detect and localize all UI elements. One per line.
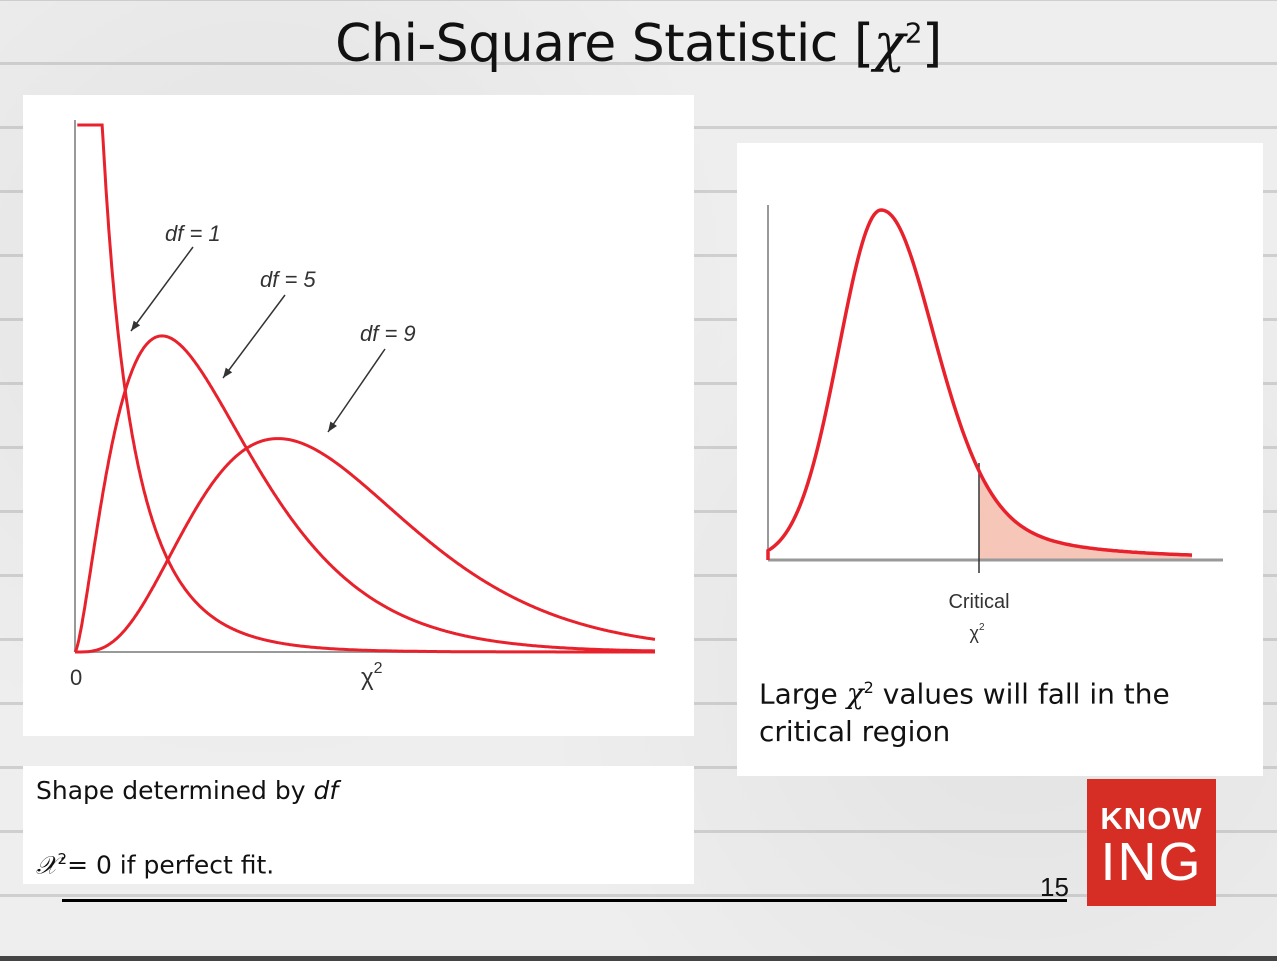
knowing-logo: KNOW ING (1087, 779, 1216, 906)
critical-chi-sup: 2 (979, 622, 985, 633)
df-curve-9 (75, 437, 656, 654)
bottom-band (0, 956, 1277, 961)
notes-panel: Shape determined by df 𝒳2= 0 if perfect … (23, 766, 694, 884)
caption-post: values will fall in the critical region (759, 677, 1170, 749)
df-arrows-group (130, 246, 386, 433)
df-5-arrow (222, 294, 286, 379)
note-line1-df: df (313, 776, 339, 805)
df-curve-1 (77, 123, 655, 654)
chi-square-df-chart: 0 χ2 df = 1 df = 5 df = 9 (70, 120, 656, 691)
df-curves-group (73, 123, 656, 654)
df-5-label: df = 5 (260, 267, 316, 292)
x-axis-chi: χ (361, 664, 374, 691)
note-perfect-fit: 𝒳2= 0 if perfect fit. (36, 850, 274, 880)
critical-region-chart-panel: Critical χ2 Large 𝜒2 values will fall in… (737, 143, 1263, 776)
logo-line1: KNOW (1100, 801, 1203, 836)
critical-chi-label: χ2 (969, 622, 984, 643)
slide-title: Chi-Square Statistic [𝜒2] (0, 14, 1277, 74)
critical-chi: χ (969, 623, 979, 643)
note-line1-text: Shape determined by (36, 776, 314, 805)
df-9-label: df = 9 (360, 321, 416, 346)
note-shape-df: Shape determined by df (36, 776, 338, 805)
note-line2-text: = 0 if perfect fit. (67, 850, 275, 880)
df-1-arrow (130, 246, 194, 332)
title-chi-symbol: 𝜒 (873, 14, 906, 74)
note-chi-sup: 2 (57, 850, 68, 868)
x-axis-sup: 2 (374, 660, 383, 677)
chi-square-df-chart-panel: 0 χ2 df = 1 df = 5 df = 9 (23, 95, 694, 736)
title-end: ] (922, 14, 942, 74)
note-chi-symbol: 𝒳 (36, 850, 58, 880)
page-number: 15 (1040, 872, 1069, 902)
df-1-label: df = 1 (165, 221, 221, 246)
critical-region-chart: Critical χ2 (766, 205, 1223, 643)
x-axis-label: χ2 (361, 660, 383, 691)
logo-line2: ING (1100, 832, 1203, 892)
critical-region-shading (979, 473, 1192, 560)
chi-square-density-curve (766, 208, 1193, 560)
footer-rule (62, 899, 1067, 902)
caption-sup: 2 (863, 678, 874, 697)
caption-pre: Large (759, 677, 847, 711)
df-9-arrow-head (328, 421, 337, 432)
critical-label: Critical (948, 591, 1009, 613)
title-superscript: 2 (904, 16, 923, 50)
caption-chi-symbol: 𝜒 (846, 677, 864, 711)
df-curve-5 (73, 334, 655, 653)
critical-region-caption: Large 𝜒2 values will fall in the critica… (759, 669, 1239, 751)
df-9-arrow (327, 348, 386, 433)
title-main: Chi-Square Statistic [ (335, 14, 874, 74)
origin-tick-label: 0 (70, 665, 82, 690)
df-5-arrow-head (223, 367, 233, 378)
df-1-arrow-head (131, 320, 141, 331)
